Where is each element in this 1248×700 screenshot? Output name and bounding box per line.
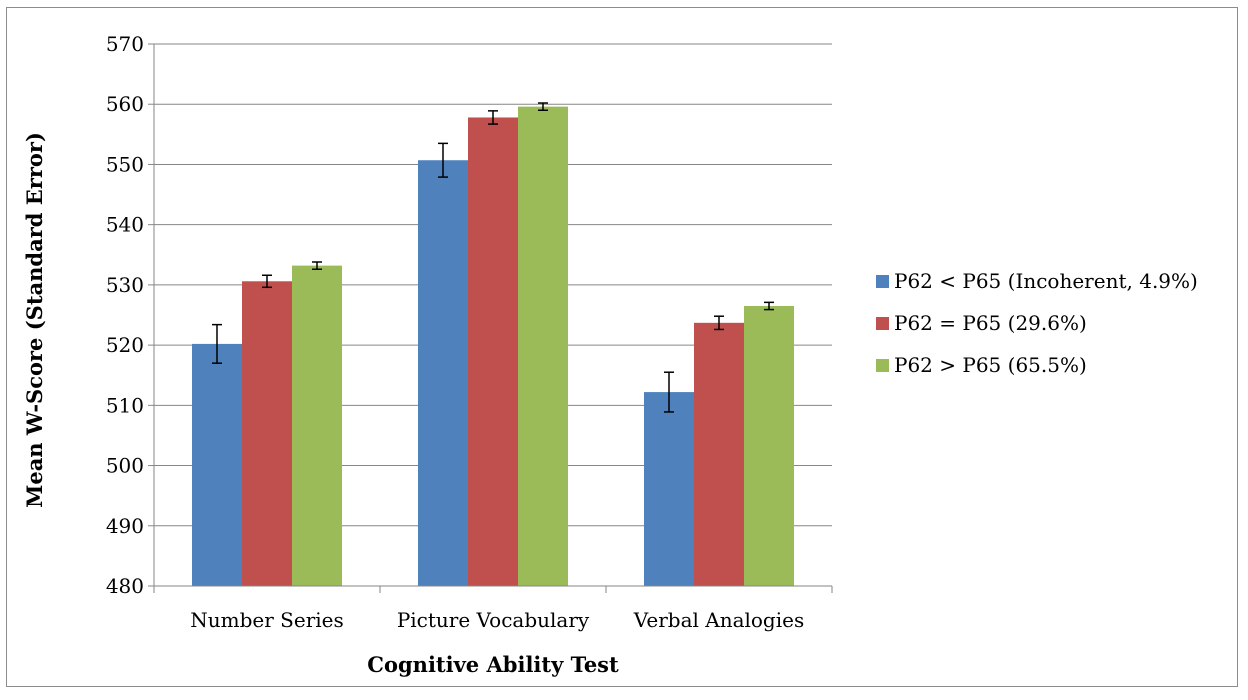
y-tick-label: 550	[106, 152, 144, 176]
y-tick-labels: 480 490 500 510 520 530 540 550 560 570	[106, 32, 144, 598]
bar	[468, 117, 518, 587]
y-tick-label: 540	[106, 213, 144, 237]
bars	[192, 106, 794, 587]
x-tick-labels: Number Series Picture Vocabulary Verbal An…	[190, 608, 804, 632]
legend: P62 < P65 (Incoherent, 4.9%) P62 = P65 (2…	[876, 269, 1198, 377]
y-tick-label: 530	[106, 273, 144, 297]
bar	[418, 160, 468, 586]
bar	[744, 305, 794, 586]
legend-item: P62 = P65 (29.6%)	[876, 311, 1087, 335]
y-axis-title: Mean W-Score (Standard Error)	[22, 132, 47, 508]
y-tick-label: 560	[106, 92, 144, 116]
y-tick-label: 570	[106, 32, 144, 56]
legend-item: P62 > P65 (65.5%)	[876, 353, 1087, 377]
y-tick-label: 510	[106, 393, 144, 417]
y-tick-label: 480	[106, 574, 144, 598]
legend-swatch	[876, 275, 889, 288]
bar	[242, 281, 292, 586]
bar	[192, 343, 242, 586]
legend-swatch	[876, 317, 889, 330]
error-bars	[212, 102, 774, 413]
y-tick-label: 490	[106, 514, 144, 538]
bar	[644, 392, 694, 586]
x-axis-title: Cognitive Ability Test	[367, 652, 619, 677]
y-tick-label: 520	[106, 333, 144, 357]
x-tick-label: Number Series	[190, 608, 344, 632]
legend-swatch	[876, 359, 889, 372]
legend-label: P62 < P65 (Incoherent, 4.9%)	[894, 269, 1198, 293]
y-tick-label: 500	[106, 454, 144, 478]
axes	[148, 43, 833, 593]
x-tick-label: Picture Vocabulary	[397, 608, 590, 632]
legend-item: P62 < P65 (Incoherent, 4.9%)	[876, 269, 1198, 293]
legend-label: P62 > P65 (65.5%)	[894, 353, 1087, 377]
bar	[694, 322, 744, 586]
bar	[292, 265, 342, 586]
legend-label: P62 = P65 (29.6%)	[894, 311, 1087, 335]
x-tick-label: Verbal Analogies	[633, 608, 804, 632]
bar	[518, 106, 568, 587]
